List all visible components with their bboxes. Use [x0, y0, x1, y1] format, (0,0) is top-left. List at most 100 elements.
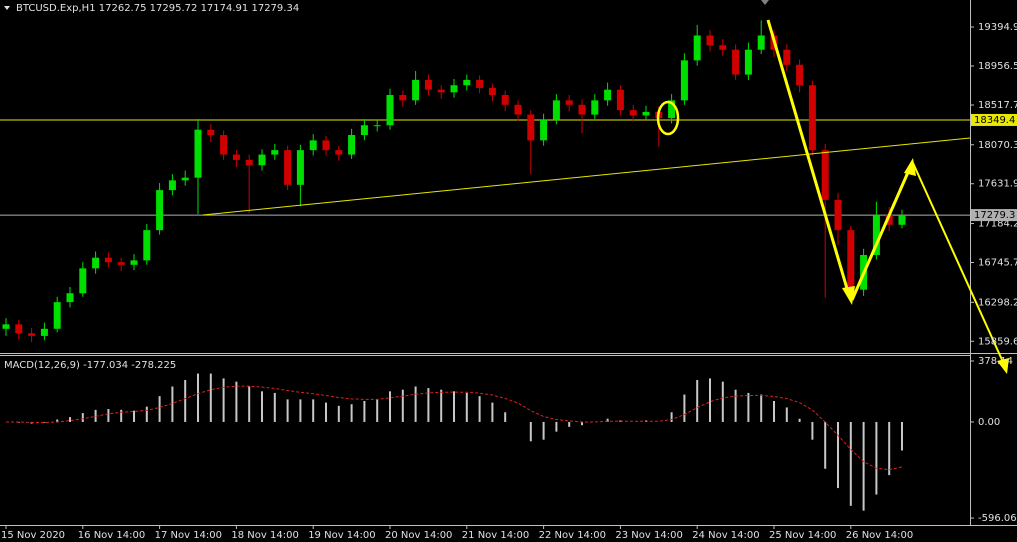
candle-body [578, 104, 586, 115]
macd-bar [875, 421, 878, 495]
candle-body [616, 89, 624, 111]
candle-body [309, 140, 317, 151]
candle-body [796, 64, 804, 86]
candle-body [514, 104, 522, 115]
low-value: 17174.91 [201, 3, 249, 14]
macd-bar [581, 421, 583, 426]
x-tick-label: 26 Nov 14:00 [846, 530, 913, 541]
candle-body [898, 215, 906, 225]
candle-body [104, 257, 112, 263]
macd-bar [414, 386, 417, 422]
plot-layer [0, 20, 970, 511]
macd-bar [376, 399, 379, 422]
candle-body [53, 302, 61, 329]
macd-bar [862, 421, 865, 511]
candle-body [450, 85, 458, 93]
candle-body [117, 262, 125, 265]
arrow-down [766, 19, 850, 293]
candle-body [232, 154, 240, 160]
candle-body [834, 199, 842, 231]
macd-bar [197, 373, 199, 422]
macd-bar [747, 392, 750, 422]
open-value: 17262.75 [99, 3, 147, 14]
macd-bar [555, 421, 558, 432]
candle-body [476, 79, 484, 88]
macd-bar [888, 421, 891, 476]
candle-body [40, 328, 48, 336]
candle-body [680, 60, 688, 101]
macd-bar [824, 421, 827, 469]
macd-bar [798, 418, 801, 422]
macd-bar [401, 389, 404, 422]
level-tag [971, 209, 1017, 222]
x-tick-label: 15 Nov 2020 [1, 530, 65, 541]
candle-body [540, 119, 548, 141]
candle-body [386, 95, 394, 126]
symbol: BTCUSD.Exp,H1 [16, 3, 96, 14]
candle-body [2, 324, 10, 329]
symbol-header: BTCUSD.Exp,H1 17262.75 17295.72 17174.91… [16, 3, 299, 14]
candle-body [271, 150, 279, 155]
macd-bar [286, 399, 289, 422]
highlight-ellipse [656, 100, 680, 136]
candle-body [194, 129, 202, 178]
macd-bar [133, 410, 135, 422]
signal-value: -278.225 [131, 360, 176, 371]
macd-bar [568, 421, 571, 427]
x-tick-label: 21 Nov 14:00 [462, 530, 529, 541]
candle-body [399, 95, 407, 101]
candle-body [668, 100, 676, 119]
y-tick-label: 17184.2 [978, 219, 1017, 230]
candle-body [732, 49, 740, 75]
arrow-forecast [912, 162, 1004, 363]
candle-body [412, 79, 420, 101]
candle-body [808, 85, 816, 151]
macd-bar [478, 396, 481, 422]
macd-value: -177.034 [83, 360, 128, 371]
macd-bar [273, 392, 276, 422]
drawings [202, 19, 1009, 374]
candle-body [15, 324, 23, 334]
macd-bar [696, 380, 699, 422]
macd-bar [683, 394, 686, 422]
candle-body [706, 35, 714, 46]
candle-body [143, 230, 151, 261]
y-tick-label: 0.00 [978, 417, 1000, 428]
candle-body [437, 89, 445, 93]
close-value: 17279.34 [251, 3, 299, 14]
candle-body [284, 150, 292, 185]
candle-body [79, 268, 87, 294]
candle-body [207, 129, 215, 136]
candle-body [130, 260, 138, 265]
candle-body [335, 150, 343, 155]
trend-line [202, 137, 971, 216]
y-tick-label: 16298.2 [978, 297, 1017, 308]
candle-body [424, 79, 432, 90]
candle-body [821, 150, 829, 200]
candle-body [565, 100, 573, 105]
y-tick-label: 17631.9 [978, 179, 1017, 190]
y-tick-label: 15859.6 [978, 336, 1017, 347]
candle-body [66, 293, 74, 303]
menu-triangle[interactable] [4, 6, 10, 10]
candle-body [629, 110, 637, 116]
candle-body [181, 177, 189, 181]
candle-body [501, 95, 509, 105]
y-tick-label: 18517.7 [978, 100, 1017, 111]
candle-body [258, 154, 266, 166]
macd-bar [145, 406, 148, 422]
macd-bar [529, 421, 532, 442]
macd-bar [158, 396, 161, 422]
candle-body [783, 49, 791, 65]
macd-bar [670, 412, 673, 422]
candle-body [296, 150, 304, 185]
macd-bar [43, 421, 46, 423]
candle-body [885, 215, 893, 225]
x-tick-label: 22 Nov 14:00 [539, 530, 606, 541]
y-tick-label: 18070.3 [978, 140, 1017, 151]
macd-bar [107, 409, 110, 422]
candle-body [322, 140, 330, 151]
candle-body [220, 135, 228, 155]
macd-bar [427, 388, 430, 422]
